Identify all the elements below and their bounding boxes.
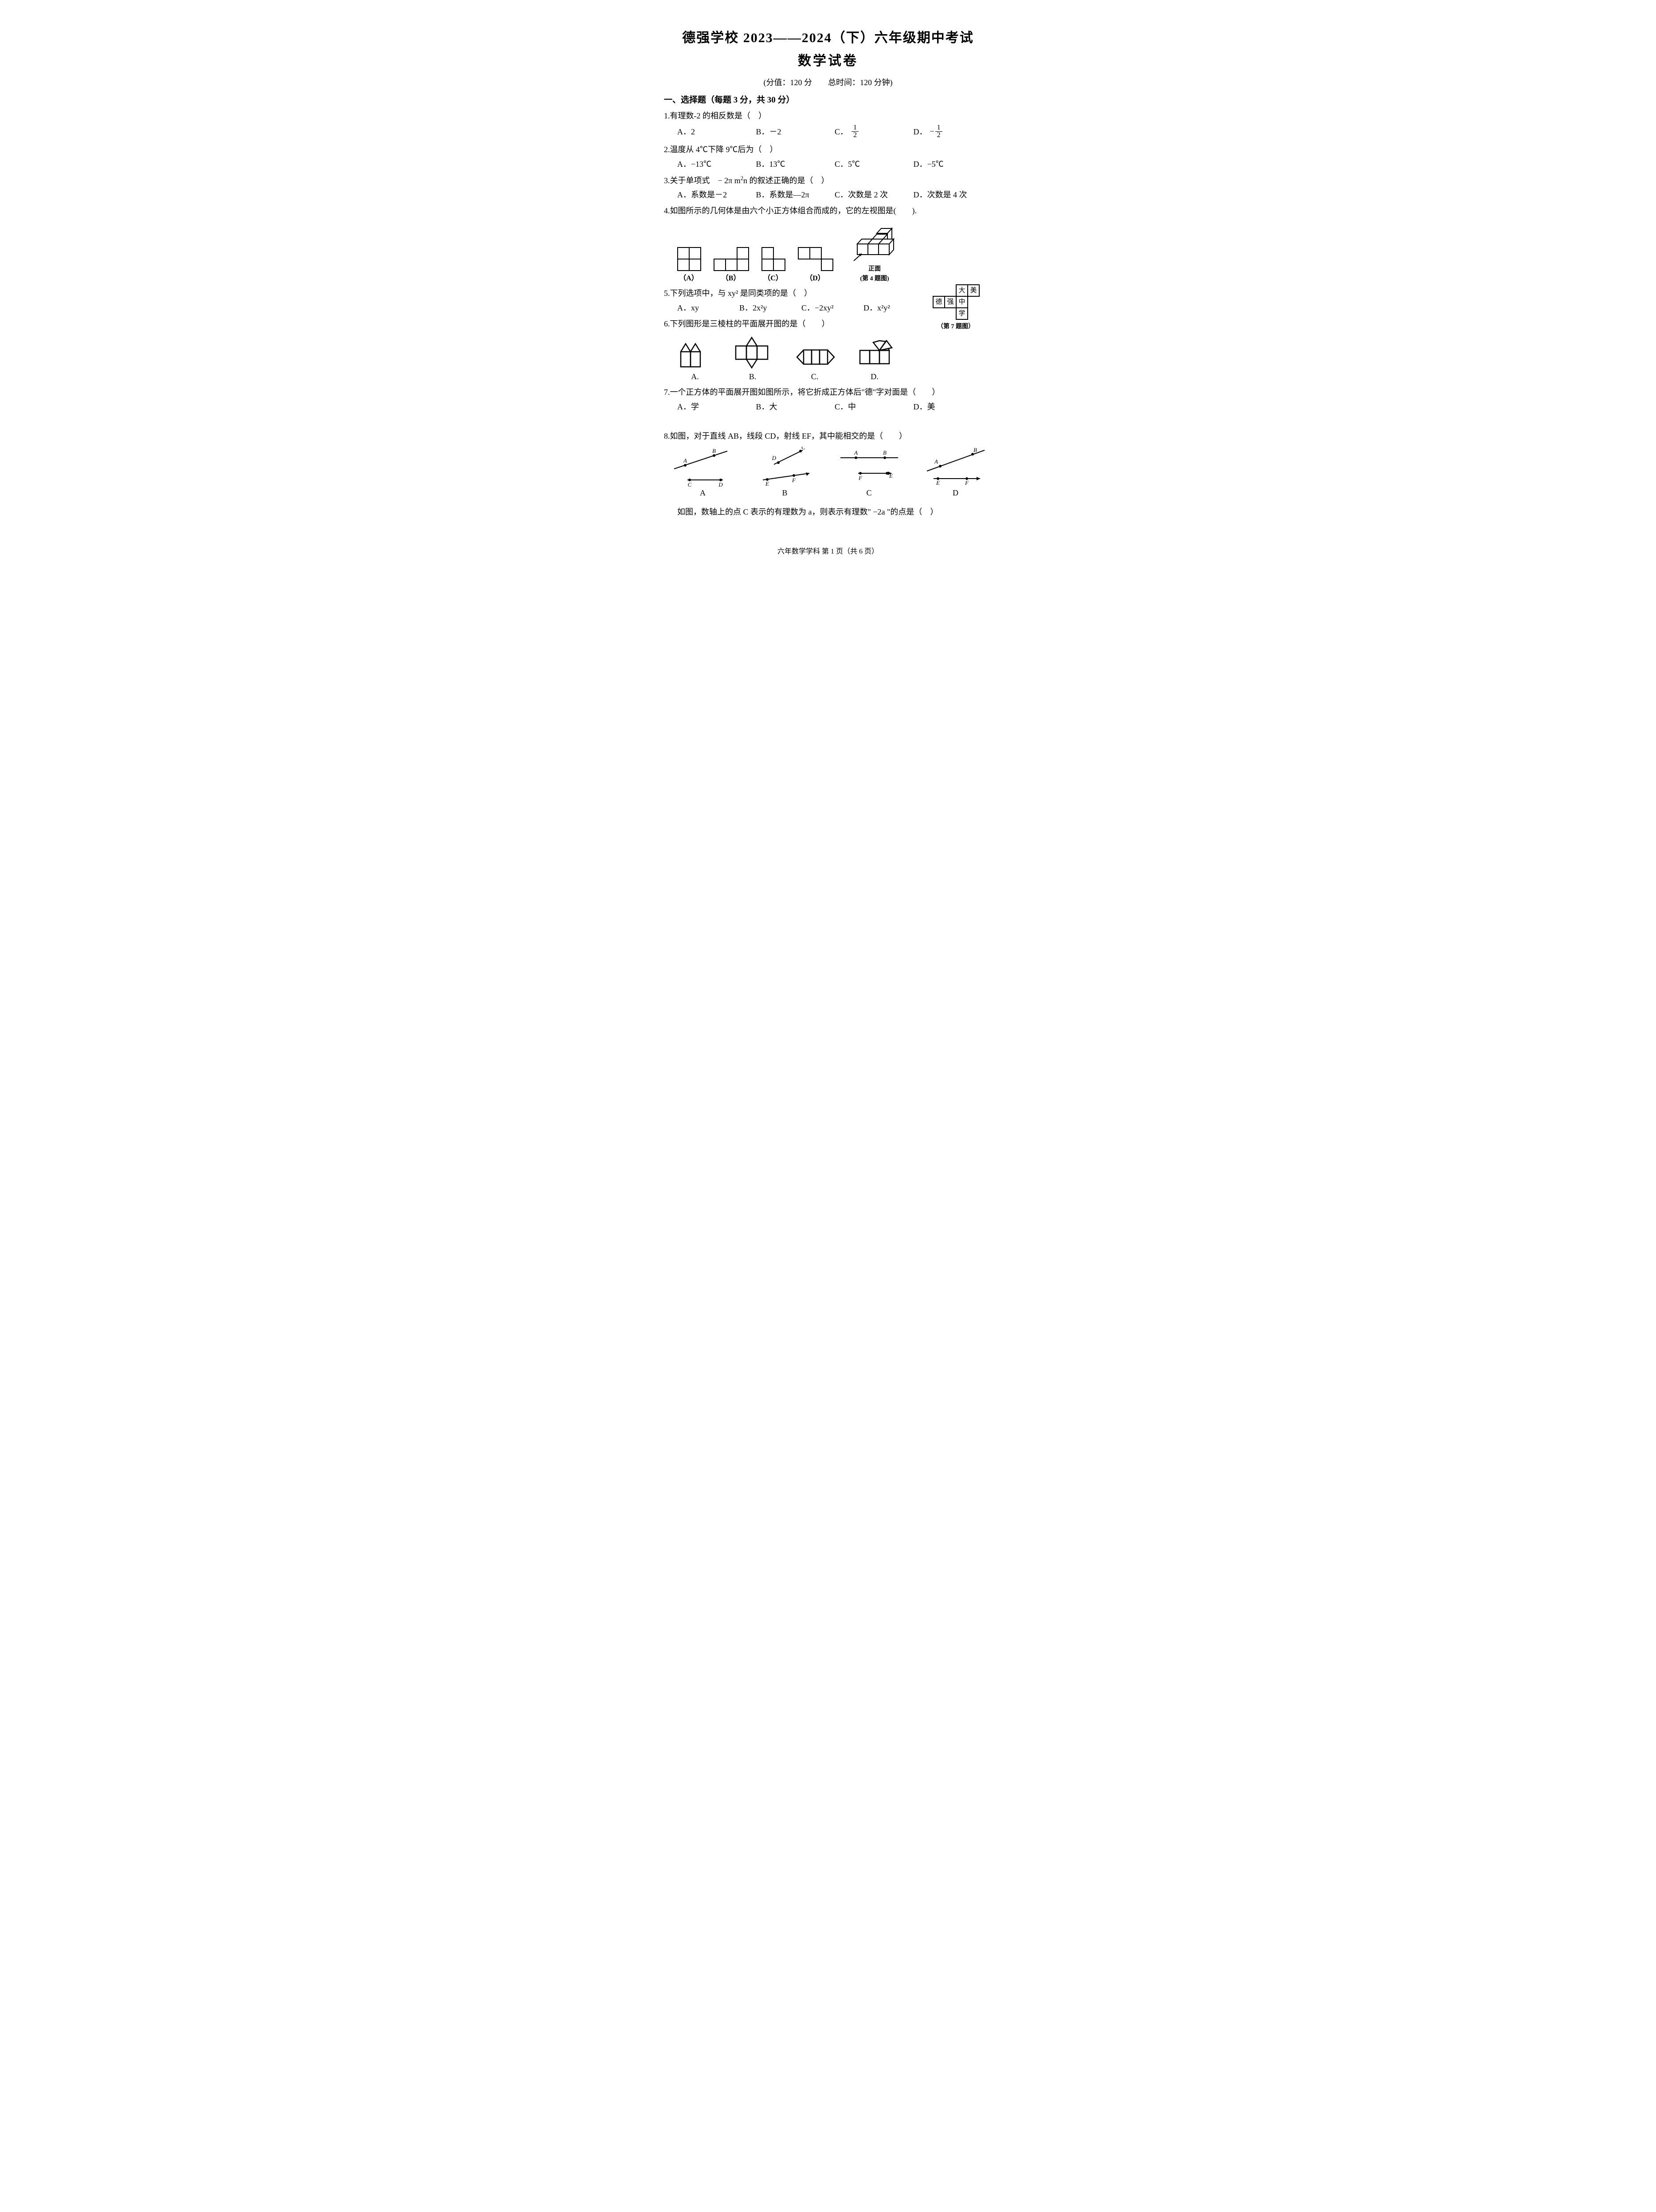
- q7-optD: D．美: [914, 401, 993, 412]
- q2-optA: A．−13℃: [677, 158, 756, 169]
- q8-diagB-icon: C D E F: [752, 447, 818, 487]
- q3-optD: D．次数是 4 次: [914, 189, 993, 200]
- svg-text:B: B: [712, 448, 716, 454]
- q4-figC: （C）: [761, 247, 785, 283]
- q8-text: 8.如图，对于直线 AB，线段 CD，射线 EF，其中能相交的是（ ）: [664, 430, 992, 443]
- q3-options: A．系数是－2 B．系数是—2π C．次数是 2 次 D．次数是 4 次: [677, 189, 992, 200]
- title-line1: 德强学校 2023——2024（下）六年级期中考试: [664, 27, 992, 46]
- q4-figD: （D）: [798, 247, 832, 283]
- q6-optD: D.: [855, 337, 895, 381]
- q2-options: A．−13℃ B．13℃ C．5℃ D．−5℃: [677, 158, 992, 169]
- net-B-icon: [730, 335, 775, 370]
- q8-figures: A B C D A C D E F B A: [668, 447, 992, 498]
- q9-text: 如图，数轴上的点 C 表示的有理数为 a，则表示有理数" −2a "的点是（ ）: [677, 506, 992, 519]
- svg-text:C: C: [801, 447, 805, 451]
- svg-text:A: A: [854, 449, 858, 456]
- q4-figures: （A） （B） （C） （D）: [677, 221, 992, 283]
- svg-text:B: B: [883, 449, 887, 456]
- q8-figA: A B C D A: [670, 447, 736, 498]
- q2-optB: B．13℃: [756, 158, 835, 169]
- svg-text:F: F: [792, 477, 796, 483]
- svg-text:C: C: [687, 481, 691, 487]
- exam-info: (分值：120 分 总时间：120 分钟): [664, 76, 992, 88]
- q2-optD: D．−5℃: [914, 158, 993, 169]
- q1-optB: B．－2: [756, 124, 835, 139]
- q1-text: 1.有理数-2 的相反数是（ ）: [664, 110, 992, 122]
- net-D-icon: [855, 337, 895, 370]
- cube-solid-icon: [846, 221, 903, 263]
- svg-text:F: F: [965, 479, 969, 486]
- q2-optC: C．5℃: [835, 158, 914, 169]
- q6-optB: B.: [730, 335, 775, 381]
- svg-text:E: E: [765, 480, 769, 487]
- q5-optC: C．−2xy²: [801, 302, 863, 313]
- q3-optB: B．系数是—2π: [756, 189, 835, 200]
- q5-optA: A．xy: [677, 302, 739, 313]
- q8-figC: A B F E C: [834, 447, 905, 498]
- q1-optA: A．2: [677, 124, 756, 139]
- q8-diagA-icon: A B C D: [670, 447, 736, 487]
- q3-optC: C．次数是 2 次: [835, 189, 914, 200]
- q7-figure: 大美 德强中 学 （第 7 题图）: [933, 284, 979, 330]
- q5-optD: D．x²y²: [863, 302, 926, 313]
- fraction-half: 1 2: [852, 124, 859, 139]
- q7-optC: C．中: [835, 401, 914, 412]
- q4-figA: （A）: [677, 247, 700, 283]
- page-footer: 六年数学学科 第 1 页（共 6 页）: [664, 545, 992, 556]
- q6-optA: A.: [677, 339, 713, 381]
- q7-optB: B．大: [756, 401, 835, 412]
- q1-options: A．2 B．－2 C． 1 2 D． − 1 2: [677, 124, 992, 139]
- neg-fraction-half: − 1 2: [930, 124, 943, 139]
- q2-text: 2.温度从 4℃下降 9℃后为（ ）: [664, 143, 992, 156]
- q4-figB: （B）: [714, 247, 748, 283]
- q8-diagC-icon: A B F E: [834, 447, 905, 487]
- q7-text: 7.一个正方体的平面展开图如图所示，将它折成正方体后"德"字对面是（ ）: [664, 386, 992, 399]
- svg-text:A: A: [934, 458, 938, 465]
- q1-optD: D． − 1 2: [914, 124, 993, 139]
- svg-text:D: D: [771, 455, 776, 461]
- q7-optA: A．学: [677, 401, 756, 412]
- q6-options: A. B.: [677, 335, 992, 381]
- net-A-icon: [677, 339, 713, 370]
- q1-optC: C． 1 2: [835, 124, 914, 139]
- svg-text:B: B: [973, 447, 977, 453]
- q8-figD: A B E F D: [920, 447, 991, 498]
- exam-page: 德强学校 2023——2024（下）六年级期中考试 数学试卷 (分值：120 分…: [628, 0, 1028, 574]
- q4-text: 4.如图所示的几何体是由六个小正方体组合而成的，它的左视图是( ).: [664, 204, 992, 217]
- q5-q7-block: 大美 德强中 学 （第 7 题图） 5.下列选项中，与 xy² 是同类项的是（ …: [664, 287, 992, 381]
- q3-text: 3.关于单项式 − 2π m2n 的叙述正确的是（ ）: [664, 174, 992, 187]
- q7-options: A．学 B．大 C．中 D．美: [677, 401, 992, 412]
- title-line2: 数学试卷: [664, 50, 992, 69]
- section1-header: 一、选择题（每题 3 分，共 30 分）: [664, 93, 992, 105]
- q5-optB: B．2x²y: [739, 302, 801, 313]
- q3-optA: A．系数是－2: [677, 189, 756, 200]
- q8-figB: C D E F B: [752, 447, 818, 498]
- net-C-icon: [793, 344, 837, 370]
- q6-optC: C.: [793, 344, 837, 381]
- svg-text:A: A: [683, 457, 687, 464]
- q5-options: A．xy B．2x²y C．−2xy² D．x²y²: [677, 302, 926, 313]
- q4-solid: 正面 (第 4 题图): [846, 221, 903, 283]
- svg-text:F: F: [858, 475, 863, 481]
- q8-diagD-icon: A B E F: [920, 447, 991, 487]
- svg-text:D: D: [718, 481, 723, 487]
- svg-text:E: E: [936, 479, 940, 486]
